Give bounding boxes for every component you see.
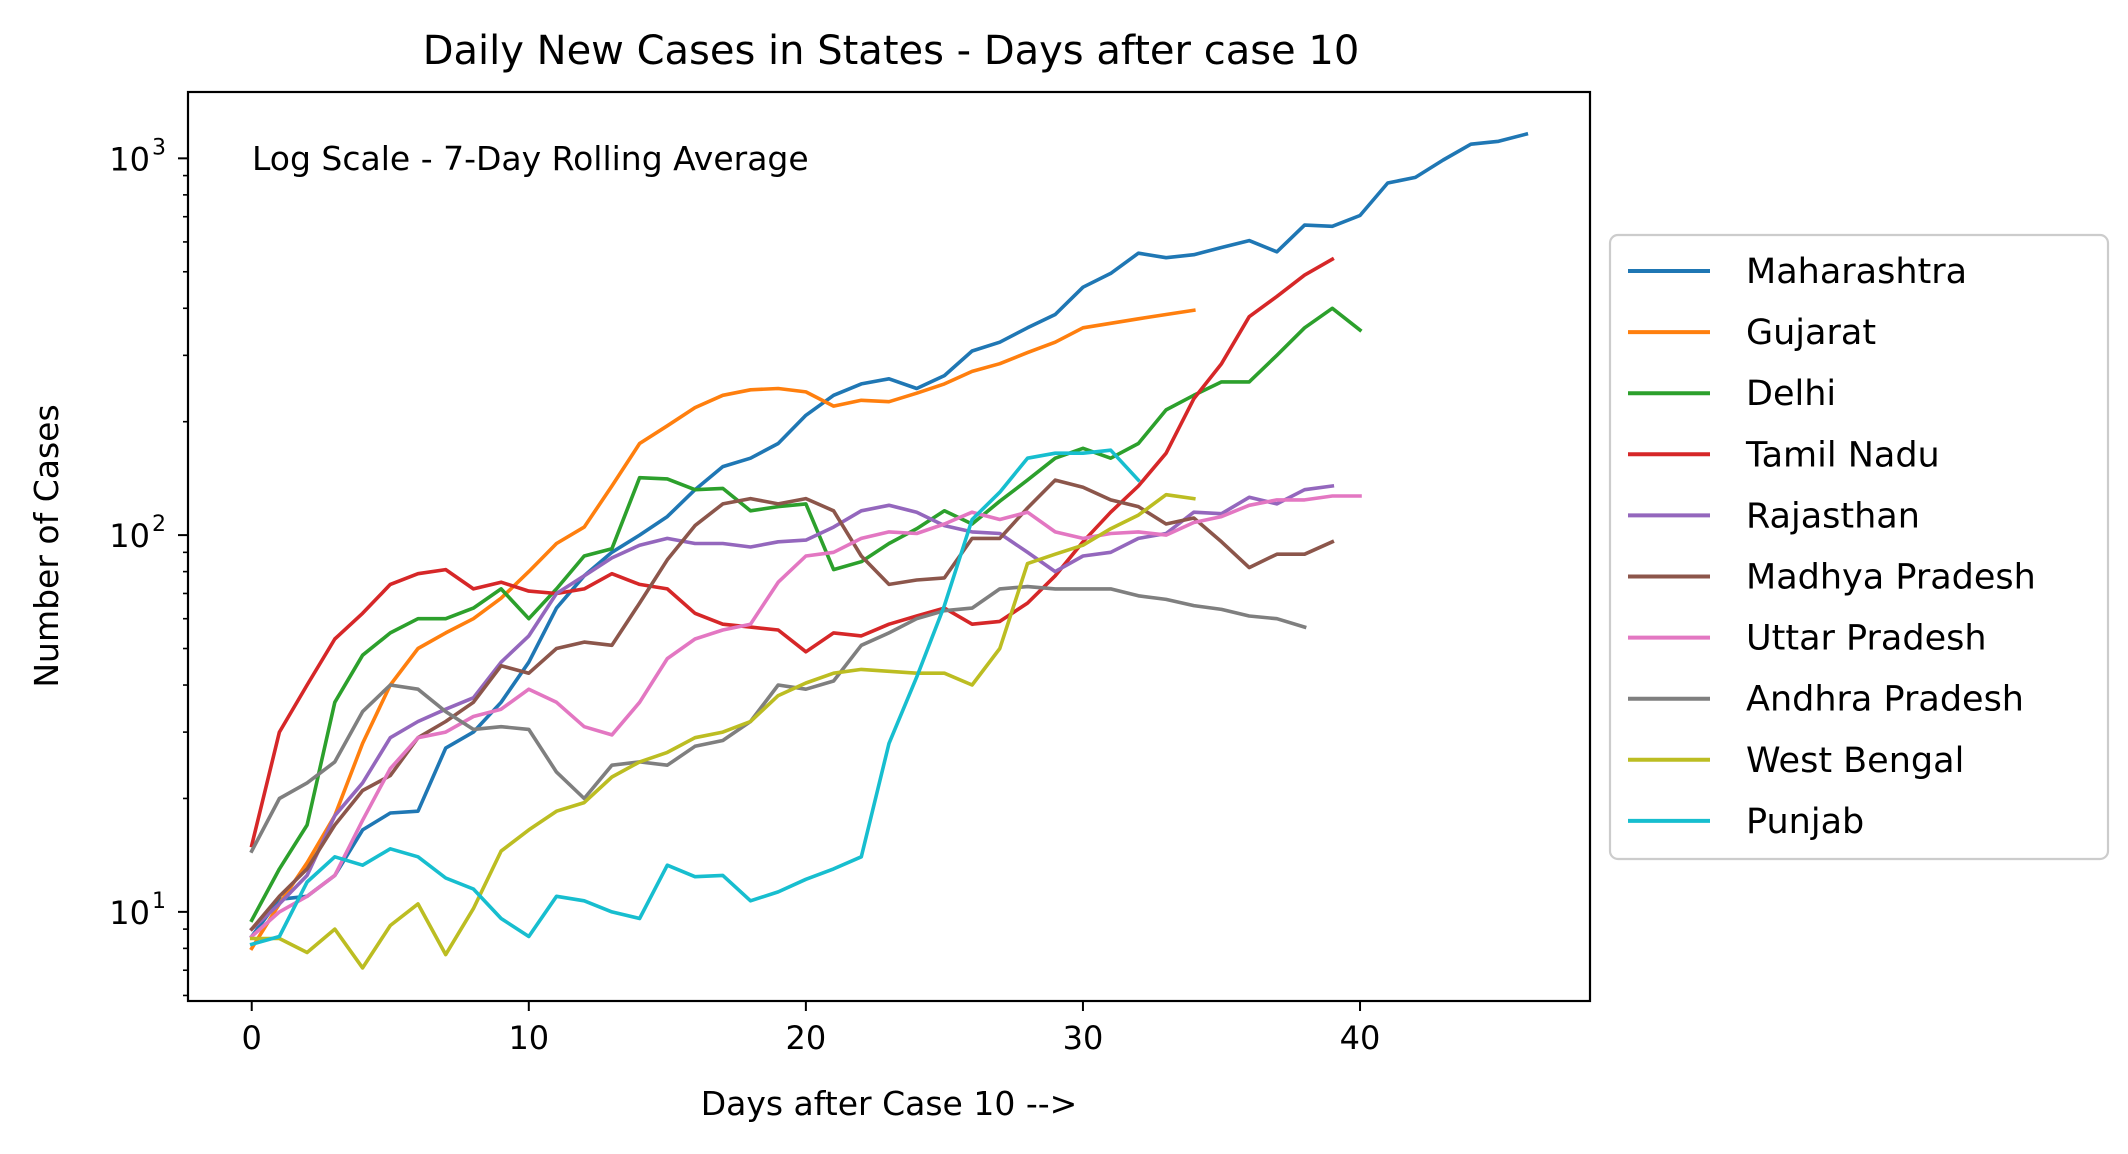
x-axis-ticks: 0 10 20 30 40 (242, 1001, 1381, 1057)
x-tick-label: 30 (1063, 1019, 1104, 1057)
series-line-gujarat (249, 308, 1196, 951)
y-axis-label: Number of Cases (27, 404, 66, 687)
legend-label-rajasthan: Rajasthan (1746, 496, 1920, 536)
legend-label-maharashtra: Maharashtra (1746, 252, 1967, 292)
chart-annotation: Log Scale - 7-Day Rolling Average (252, 139, 809, 178)
plot-lines (249, 131, 1529, 970)
chart-title: Daily New Cases in States - Days after c… (423, 28, 1360, 74)
x-axis-label: Days after Case 10 --> (701, 1084, 1078, 1123)
series-line-uttar-pradesh (249, 494, 1362, 940)
series-line-rajasthan (249, 483, 1335, 932)
legend-label-punjab: Punjab (1746, 802, 1864, 842)
y-tick-label: 10 (109, 894, 150, 932)
y-tick-exponent: 3 (152, 135, 166, 160)
series-line-delhi (249, 306, 1363, 923)
series-line-punjab (249, 448, 1141, 947)
legend-label-west-bengal: West Bengal (1746, 741, 1964, 781)
legend: Maharashtra Gujarat Delhi Tamil Nadu Rajasth… (1608, 233, 2110, 861)
legend-label-madhya-pradesh: Madhya Pradesh (1746, 558, 2036, 598)
legend-label-delhi: Delhi (1746, 374, 1836, 414)
legend-label-tamil-nadu: Tamil Nadu (1745, 435, 1940, 475)
x-tick-label: 20 (786, 1019, 827, 1057)
y-tick-label: 10 (109, 140, 150, 178)
y-tick-label: 10 (109, 517, 150, 555)
series-line-andhra-pradesh (249, 584, 1307, 854)
x-tick-label: 40 (1340, 1019, 1381, 1057)
legend-items: Maharashtra Gujarat Delhi Tamil Nadu Rajasth… (1628, 252, 2036, 842)
series-line-tamil-nadu (249, 256, 1335, 848)
legend-frame (1608, 233, 2110, 861)
legend-label-gujarat: Gujarat (1746, 313, 1876, 353)
series-line-maharashtra (249, 131, 1529, 940)
series-line-madhya-pradesh (249, 478, 1335, 932)
axes-frame (186, 90, 1592, 1003)
series-line-west-bengal (249, 492, 1196, 970)
x-tick-label: 10 (508, 1019, 549, 1057)
legend-label-andhra-pradesh: Andhra Pradesh (1746, 680, 2024, 720)
x-tick-label: 0 (242, 1019, 262, 1057)
legend-label-uttar-pradesh: Uttar Pradesh (1746, 619, 1987, 659)
y-tick-exponent: 1 (152, 889, 166, 914)
y-tick-exponent: 2 (152, 512, 166, 537)
